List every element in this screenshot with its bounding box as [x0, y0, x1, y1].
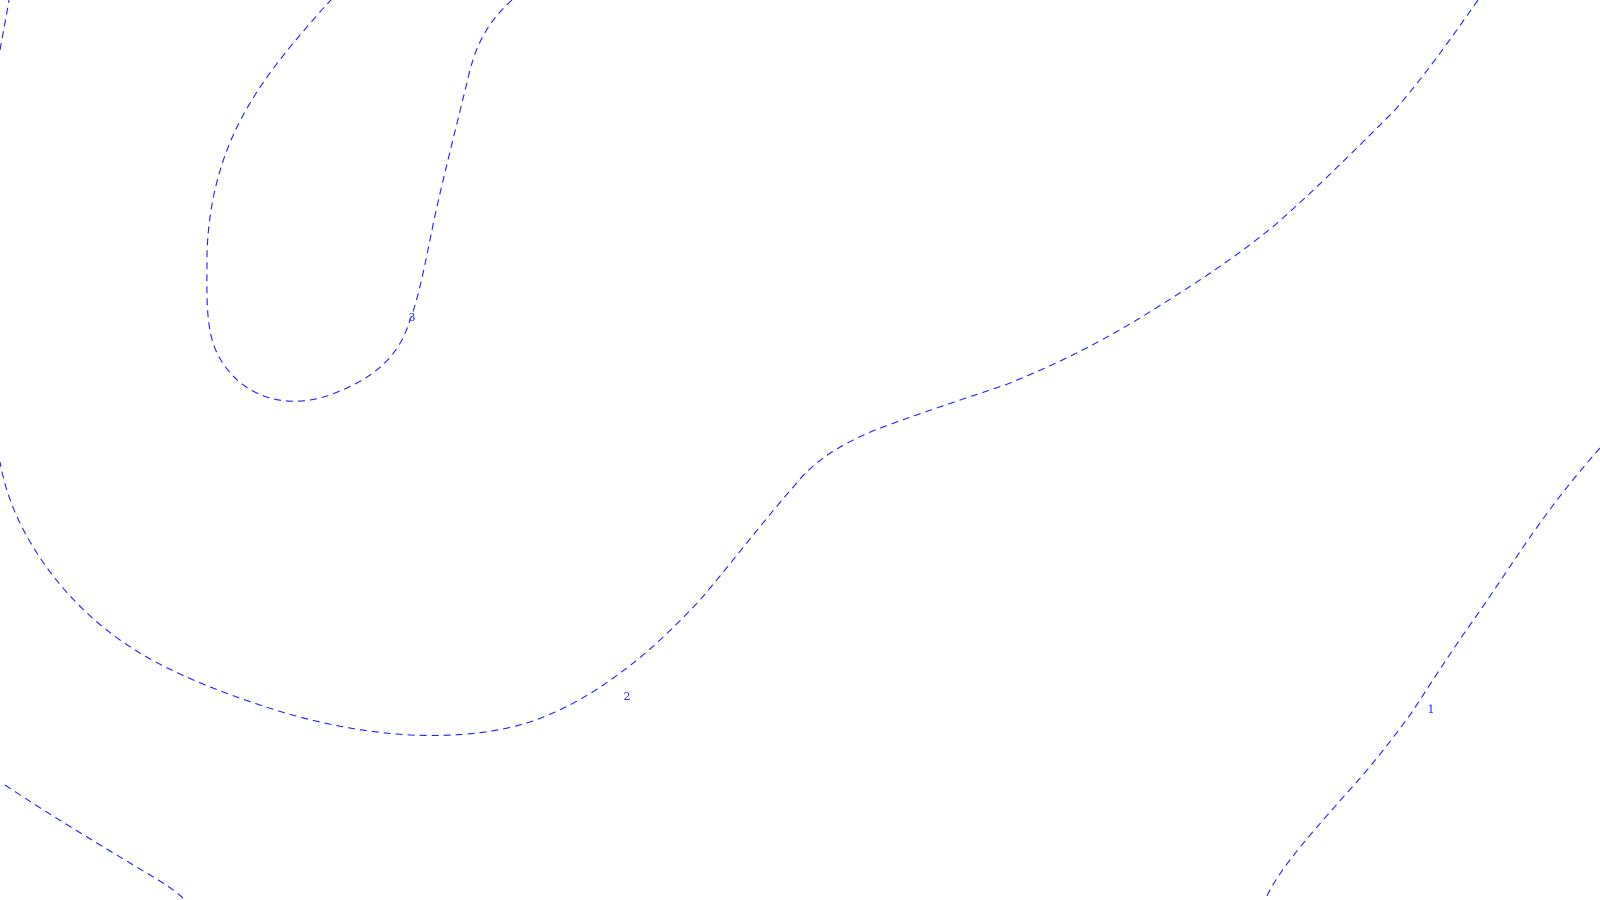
- contour-line-3: [206, 0, 513, 402]
- contour-line-unlabeled-bottom-left: [4, 784, 186, 900]
- contour-line-unlabeled-top-left: [0, 0, 10, 51]
- contour-line-1: [1264, 447, 1600, 900]
- contour-line-2: [0, 0, 1479, 737]
- contour-label-1: 1: [1428, 703, 1435, 716]
- contour-label-3: 3: [409, 311, 416, 324]
- contour-label-2: 2: [624, 690, 631, 703]
